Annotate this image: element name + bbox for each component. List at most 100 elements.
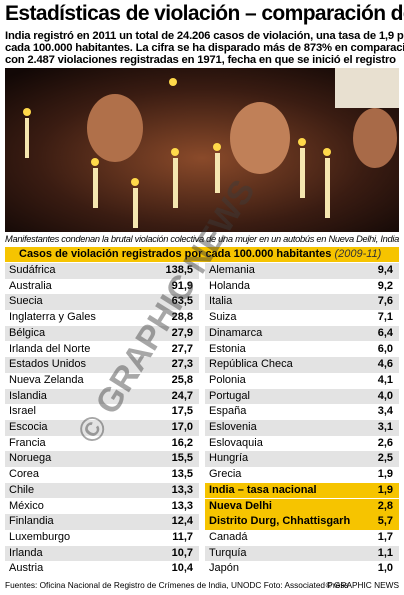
table-row: Israel 17,5 <box>5 404 199 420</box>
country: Sudáfrica <box>9 264 56 276</box>
rate: 9,4 <box>377 264 393 276</box>
table-row: Canadá 1,7 <box>205 529 399 546</box>
rate: 9,2 <box>377 279 393 292</box>
rate: 2,5 <box>377 452 393 465</box>
table-row: República Checa 4,6 <box>205 357 399 373</box>
rate: 27,7 <box>171 342 193 355</box>
table-row: India – tasa nacional 1,9 <box>205 482 399 499</box>
country: Portugal <box>209 389 250 402</box>
rate: 2,8 <box>377 499 393 512</box>
table-row: Japón 1,0 <box>205 561 399 577</box>
country: México <box>9 499 44 512</box>
country: Nueva Zelanda <box>9 373 84 386</box>
country: Holanda <box>209 279 250 292</box>
country: Bélgica <box>9 326 46 339</box>
table-row: Dinamarca 6,4 <box>205 325 399 342</box>
intro-line: cada 100.000 habitantes. La cifra se ha … <box>5 42 404 54</box>
table-row: Hungría 2,5 <box>205 451 399 468</box>
table-row: Chile 13,3 <box>5 482 199 499</box>
rate: 15,5 <box>171 452 193 465</box>
table-row: Austria 10,4 <box>5 561 199 577</box>
country: Grecia <box>209 468 242 481</box>
country: Finlandia <box>9 515 54 528</box>
country: Australia <box>9 279 52 292</box>
rate: 16,2 <box>171 436 193 449</box>
rate: 1,0 <box>377 562 393 575</box>
rate: 4,1 <box>377 373 393 386</box>
table-row: Irlanda del Norte 27,7 <box>5 341 199 358</box>
sources: Fuentes: Oficina Nacional de Registro de… <box>5 580 349 590</box>
table-row: Irlanda 10,7 <box>5 545 199 562</box>
country: India – tasa nacional <box>209 483 317 496</box>
rate: 27,3 <box>171 358 193 371</box>
country: Hungría <box>209 452 249 465</box>
country: Israel <box>9 405 36 418</box>
rate: 138,5 <box>165 264 193 276</box>
rate: 7,1 <box>377 311 393 324</box>
rate: 7,6 <box>377 295 393 308</box>
rate: 27,9 <box>171 326 193 339</box>
country: Suiza <box>209 311 237 324</box>
rate: 12,4 <box>171 515 193 528</box>
table-row: Finlandia 12,4 <box>5 514 199 530</box>
country: Estonia <box>209 342 246 355</box>
rate: 1,9 <box>377 468 393 481</box>
country: Luxemburgo <box>9 530 71 543</box>
country: Dinamarca <box>209 326 263 339</box>
country: Chile <box>9 483 35 496</box>
table-row: Eslovaquia 2,6 <box>205 435 399 452</box>
table-row: Alemania 9,4 <box>205 263 399 279</box>
country: Eslovaquia <box>209 436 263 449</box>
rate: 13,3 <box>171 483 193 496</box>
rate: 3,4 <box>377 405 393 418</box>
table-row: Polonia 4,1 <box>205 372 399 389</box>
table-row: Suecia 63,5 <box>5 294 199 311</box>
country: República Checa <box>209 358 293 371</box>
table-row: Inglaterra y Gales 28,8 <box>5 310 199 326</box>
intro-line: India registró en 2011 un total de 24.20… <box>5 30 404 42</box>
table-row: Nueva Zelanda 25,8 <box>5 372 199 389</box>
rate: 4,0 <box>377 389 393 402</box>
country: Japón <box>209 562 239 575</box>
country: Islandia <box>9 389 47 402</box>
country: Irlanda <box>9 546 43 559</box>
rate: 13,5 <box>171 468 193 481</box>
rate: 5,7 <box>377 515 393 528</box>
intro-line: con 2.487 violaciones registradas en 197… <box>5 54 396 66</box>
rate: 6,0 <box>377 342 393 355</box>
country: Nueva Delhi <box>209 499 272 512</box>
country: Suecia <box>9 295 43 308</box>
rate: 17,0 <box>171 421 193 433</box>
photo-caption: Manifestantes condenan la brutal violaci… <box>5 234 400 244</box>
title: Estadísticas de violación – comparación … <box>5 2 404 25</box>
rate: 2,6 <box>377 436 393 449</box>
rate: 25,8 <box>171 373 193 386</box>
rate: 3,1 <box>377 421 393 433</box>
table-row: Italia 7,6 <box>205 294 399 311</box>
country: Canadá <box>209 530 248 543</box>
rate: 1,1 <box>377 546 393 559</box>
table-title: Casos de violación registrados por cada … <box>19 248 332 260</box>
country: Estados Unidos <box>9 358 87 371</box>
table-row: Francia 16,2 <box>5 435 199 452</box>
table-row: Turquía 1,1 <box>205 545 399 562</box>
country: Turquía <box>209 546 247 559</box>
country: Irlanda del Norte <box>9 342 91 355</box>
table-row: Estados Unidos 27,3 <box>5 357 199 373</box>
table-row: Portugal 4,0 <box>205 388 399 405</box>
table-row: Eslovenia 3,1 <box>205 420 399 436</box>
table-row: Distrito Durg, Chhattisgarh 5,7 <box>205 514 399 530</box>
table-row: Holanda 9,2 <box>205 278 399 295</box>
table-row: Nueva Delhi 2,8 <box>205 498 399 515</box>
country: Noruega <box>9 452 52 465</box>
country: Austria <box>9 562 44 575</box>
country: Francia <box>9 436 46 449</box>
table-row: Estonia 6,0 <box>205 341 399 358</box>
table-row: Australia 91,9 <box>5 278 199 295</box>
table-period: (2009-11) <box>334 248 382 260</box>
country: Italia <box>209 295 233 308</box>
rate: 6,4 <box>377 326 393 339</box>
rate: 4,6 <box>377 358 393 371</box>
rate: 1,7 <box>377 530 393 543</box>
rate: 13,3 <box>171 499 193 512</box>
